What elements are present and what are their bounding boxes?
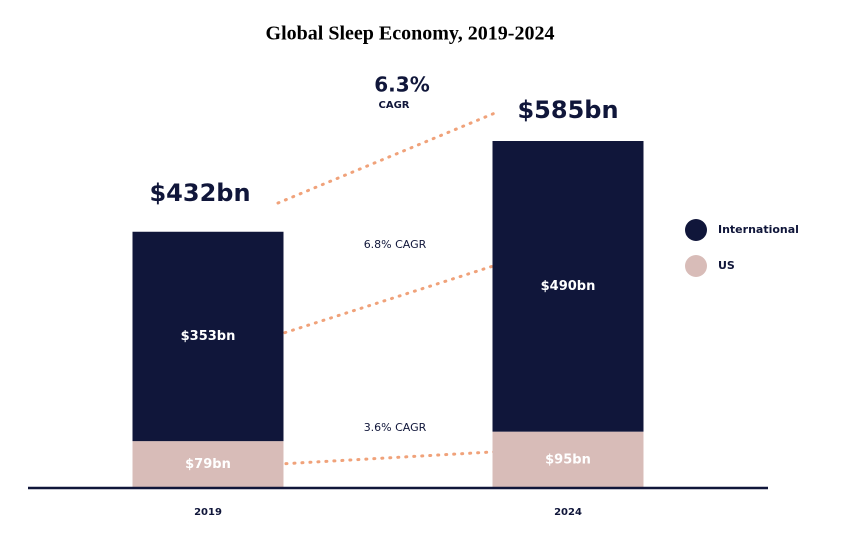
bar — [132, 441, 284, 488]
connector — [260, 448, 529, 467]
annotation: CAGR — [379, 100, 410, 111]
value-label: $79bn — [185, 457, 231, 472]
annotation: 6.8% CAGR — [364, 238, 427, 251]
value-label: $490bn — [541, 279, 596, 294]
bar — [132, 231, 284, 442]
annotation: 3.6% CAGR — [364, 421, 427, 434]
total-label: $585bn — [517, 96, 618, 124]
total-label: $432bn — [149, 179, 250, 207]
legend-swatch — [685, 219, 707, 241]
legend-label: International — [718, 223, 799, 236]
value-label: $95bn — [545, 452, 591, 467]
legend-swatch — [685, 255, 707, 277]
connector — [260, 257, 517, 342]
bar — [492, 431, 644, 488]
connectors — [260, 111, 529, 467]
x-tick-label: 2019 — [194, 507, 222, 518]
legend-label: US — [718, 259, 735, 272]
connector — [276, 111, 497, 205]
chart-title: Global Sleep Economy, 2019-2024 — [266, 23, 555, 45]
annotation: 6.3% — [374, 73, 429, 97]
value-label: $353bn — [181, 329, 236, 344]
x-tick-label: 2024 — [554, 507, 582, 518]
bar — [492, 141, 644, 432]
